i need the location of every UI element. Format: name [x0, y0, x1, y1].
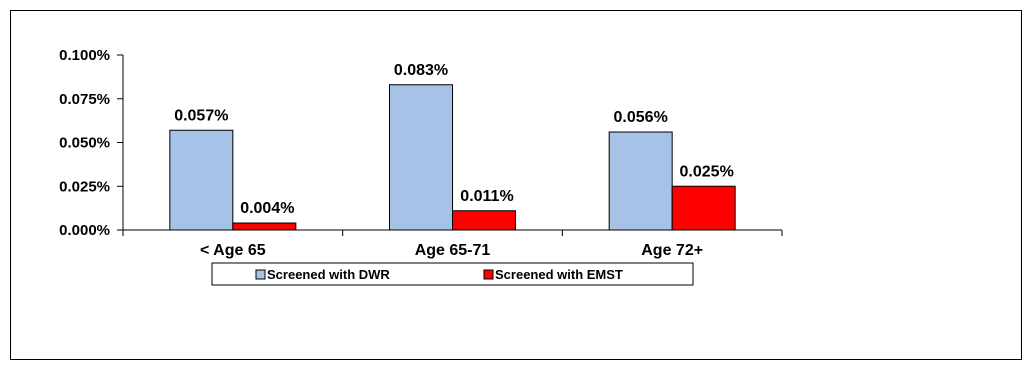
x-tick-label: Age 65-71: [415, 242, 491, 259]
bar-dwr: [169, 129, 234, 231]
y-tick-label: 0.000%: [59, 222, 110, 239]
data-label: 0.083%: [394, 62, 448, 79]
legend-label: Screened with EMST: [495, 267, 623, 282]
y-tick-label: 0.075%: [59, 91, 110, 108]
legend-label: Screened with DWR: [267, 267, 390, 282]
chart-bars: [169, 84, 736, 231]
chart-data-labels: 0.057% 0.083% 0.056% 0.004% 0.011% 0.025%: [174, 62, 734, 217]
data-label: 0.004%: [240, 200, 294, 217]
data-label: 0.011%: [460, 188, 513, 205]
y-tick-label: 0.100%: [59, 47, 110, 64]
x-tick-label: < Age 65: [200, 242, 266, 259]
data-label: 0.025%: [680, 163, 734, 180]
chart-frame: [10, 10, 1022, 360]
legend-swatch: [255, 269, 266, 280]
bar-dwr: [389, 84, 453, 231]
x-tick-label: Age 72+: [641, 242, 703, 259]
data-label: 0.057%: [174, 107, 228, 124]
legend-box: [211, 262, 694, 286]
legend-swatch: [483, 269, 494, 280]
bar-emst: [671, 185, 736, 231]
bar-emst: [452, 210, 516, 231]
bar-emst: [232, 222, 297, 231]
y-tick-label: 0.025%: [59, 178, 110, 195]
chart-axes: 0.000% 0.025% 0.050% 0.075% 0.100% < Age 65 Ag…: [59, 47, 783, 259]
chart-legend: Screened with DWR Screened with EMST: [211, 262, 694, 286]
data-label: 0.056%: [614, 109, 668, 126]
bar-dwr: [608, 131, 673, 231]
y-tick-label: 0.050%: [59, 135, 110, 152]
